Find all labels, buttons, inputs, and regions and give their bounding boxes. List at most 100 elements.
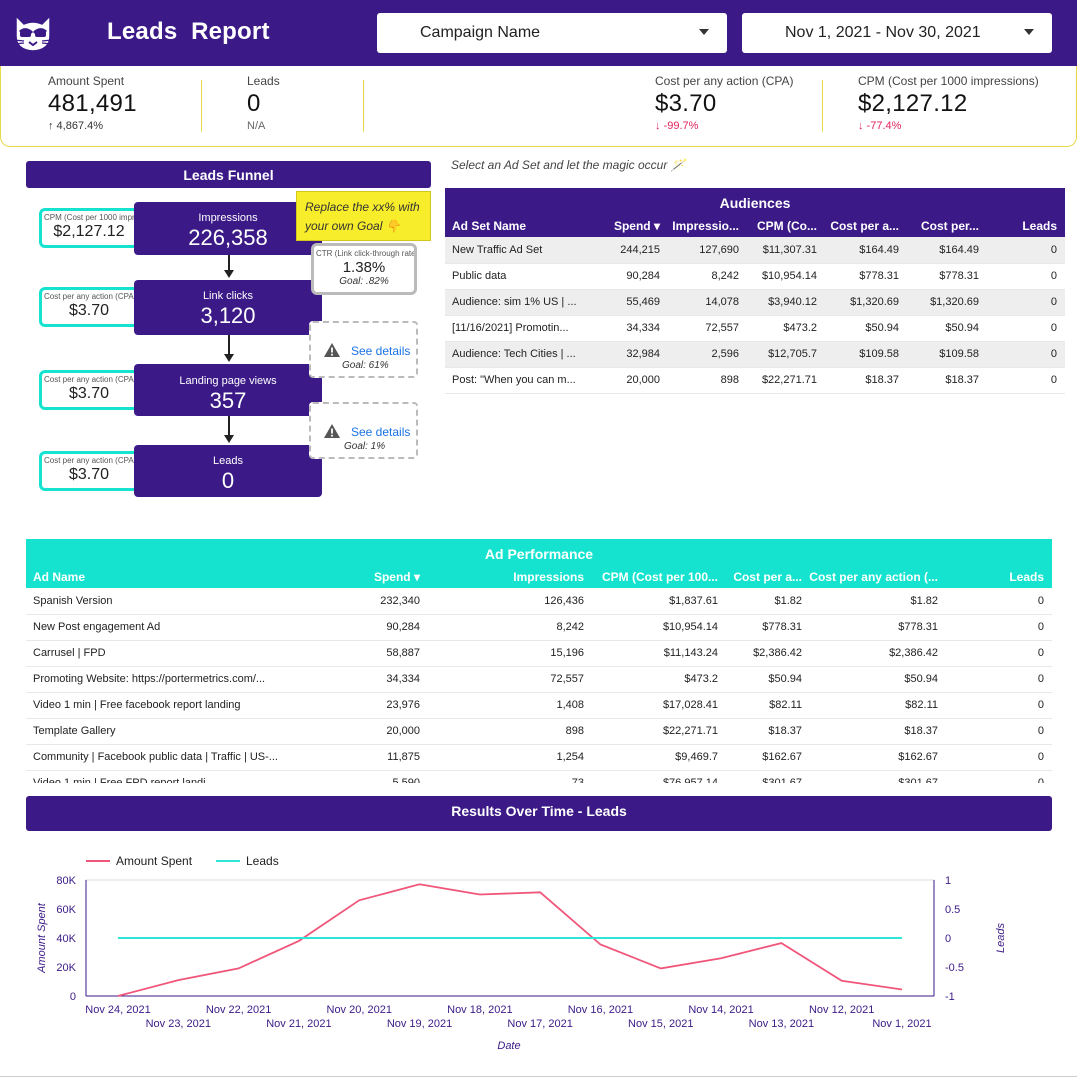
ad-table-cell: 34,334 [316,666,424,693]
date-range-dropdown[interactable]: Nov 1, 2021 - Nov 30, 2021 [742,13,1052,53]
y-tick-label: 20K [56,962,76,974]
audience-table-cell: 0 [983,367,1065,394]
ad-column-header[interactable]: Impressions [424,566,588,588]
x-tick-label: Nov 23, 2021 [146,1018,211,1030]
funnel-stage-impressions: Impressions 226,358 [134,202,322,255]
ad-table-row[interactable]: Template Gallery 20,000 898 $22,271.71 $18.3… [26,718,1052,745]
see-details-link[interactable]: See details [351,425,411,439]
kpi-amount-spent: Amount Spent 481,491 ↑ 4,867.4% [48,74,137,132]
audience-column-header[interactable]: CPM (Co... [743,215,821,237]
ad-table-cell: 58,887 [316,640,424,667]
kpi-value: $2,127.12 [858,90,968,117]
y2-tick-label: -0.5 [945,962,964,974]
audience-table-cell: 0 [983,315,1065,342]
audience-table-row[interactable]: Audience: sim 1% US | ... 55,469 14,078 $3,… [445,289,1065,316]
kpi-change: ↓ -99.7% [655,120,699,132]
ad-table-cell: $10,954.14 [588,614,722,641]
campaign-name-dropdown[interactable]: Campaign Name [377,13,727,53]
ctr-goal: Goal: .82% [339,276,389,287]
kpi-change: ↓ -77.4% [858,120,902,132]
ad-table-row[interactable]: Community | Facebook public data | Traff… [26,744,1052,771]
funnel-header: Leads Funnel [26,161,431,188]
audience-table-cell: 0 [983,289,1065,316]
audience-column-header[interactable]: Leads [983,215,1065,237]
kpi-leads: Leads 0 N/A [247,74,280,132]
results-chart-header: Results Over Time - Leads [26,796,1052,831]
audience-table-cell: 90,284 [578,263,664,290]
side-metric-label: Cost per any action (CPA [44,375,134,384]
ad-table-row[interactable]: Spanish Version 232,340 126,436 $1,837.61 $1… [26,588,1052,615]
audience-column-header[interactable]: Ad Set Name [445,215,578,237]
ad-table-row[interactable]: Video 1 min | Free FPD report landi... 5,… [26,770,1052,783]
audience-table-cell: 898 [664,367,743,394]
audience-table-row[interactable]: New Traffic Ad Set 244,215 127,690 $11,307.… [445,237,1065,264]
ad-column-header[interactable]: Leads [942,566,1052,588]
y-tick-label: 80K [56,875,76,887]
ad-column-header[interactable]: Ad Name [26,566,316,588]
ad-table-row[interactable]: New Post engagement Ad 90,284 8,242 $10,954… [26,614,1052,641]
ad-table-row[interactable]: Promoting Website: https://portermetrics… [26,666,1052,693]
ad-table-cell: 23,976 [316,692,424,719]
ad-table-cell: $82.11 [722,692,806,719]
ad-column-header[interactable]: Cost per a... [722,566,806,588]
funnel-arrow [228,335,230,355]
audience-table-cell: 0 [983,263,1065,290]
audience-table-cell: 0 [983,237,1065,264]
funnel-stage-value: 357 [209,388,247,413]
audience-table-row[interactable]: Post: "When you can m... 20,000 898 $22,271… [445,367,1065,394]
kpi-value: $3.70 [655,90,717,117]
audience-column-header[interactable]: Cost per a... [821,215,903,237]
ad-table-cell: 11,875 [316,744,424,771]
ad-table-cell: 0 [942,588,1052,615]
ad-table-row[interactable]: Carrusel | FPD 58,887 15,196 $11,143.24 $2,3… [26,640,1052,667]
audience-table-cell: 0 [983,341,1065,368]
ad-performance-table: Ad Name Spend ▾ Impressions CPM (Cost per 1… [26,566,1052,783]
ad-column-header[interactable]: Cost per any action (... [806,566,942,588]
legend-label: Amount Spent [116,854,193,868]
ad-column-header[interactable]: Spend ▾ [316,566,424,588]
y-tick-label: 40K [56,933,76,945]
ad-table-cell: $1.82 [722,588,806,615]
y-axis-title: Amount Spent [36,902,48,974]
funnel-stage-value: 3,120 [200,303,256,328]
kpi-divider [201,80,202,132]
x-tick-label: Nov 14, 2021 [688,1004,753,1016]
details-box-landing: See details Goal: 61% [309,321,418,378]
audience-table-cell: $18.37 [821,367,903,394]
ad-table-cell: 0 [942,666,1052,693]
ad-table-cell: 0 [942,744,1052,771]
ad-table-row[interactable]: Video 1 min | Free facebook report landi… [26,692,1052,719]
see-details-link[interactable]: See details [351,344,411,358]
ad-performance-header: Ad Performance [26,539,1052,566]
side-metric-label: Cost per any action (CPA [44,292,134,301]
audience-table-cell: $164.49 [903,237,983,264]
y2-axis-title: Leads [995,923,1007,953]
ad-table-cell: $9,469.7 [588,744,722,771]
audience-table-cell: $50.94 [903,315,983,342]
audience-column-header[interactable]: Spend ▾ [578,215,664,237]
ad-table-cell: 0 [942,770,1052,783]
audience-table-cell: 8,242 [664,263,743,290]
funnel-arrow [228,416,230,436]
audience-table-cell: $18.37 [903,367,983,394]
funnel-stage-label: Link clicks [202,290,254,302]
kpi-label: Leads [247,74,280,88]
audience-column-header[interactable]: Impressio... [664,215,743,237]
funnel-stage-leads: Leads 0 [134,445,322,497]
audience-table-row[interactable]: Public data 90,284 8,242 $10,954.14 $778.31 $… [445,263,1065,290]
ad-table-cell: $11,143.24 [588,640,722,667]
audience-table-row[interactable]: [11/16/2021] Promotin... 34,334 72,557 $473… [445,315,1065,342]
audience-column-header[interactable]: Cost per... [903,215,983,237]
audience-table-row[interactable]: Audience: Tech Cities | ... 32,984 2,596 $1… [445,341,1065,368]
audience-table-cell: New Traffic Ad Set [445,237,578,264]
ad-table-cell: $2,386.42 [722,640,806,667]
ad-table-cell: $778.31 [722,614,806,641]
audiences-header: Audiences [445,188,1065,215]
x-tick-label: Nov 12, 2021 [809,1004,874,1016]
chevron-down-icon [1024,29,1034,35]
audience-table-cell: 127,690 [664,237,743,264]
ad-column-header[interactable]: CPM (Cost per 100... [588,566,722,588]
ad-performance-scroll[interactable]: Ad Name Spend ▾ Impressions CPM (Cost per 1… [26,566,1052,783]
audience-table-cell: $109.58 [821,341,903,368]
ad-table-cell: 5,590 [316,770,424,783]
